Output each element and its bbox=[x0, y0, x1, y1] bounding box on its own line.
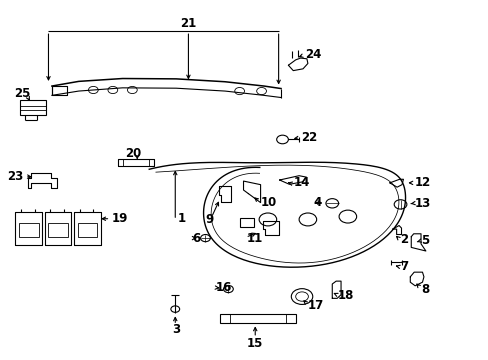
Bar bbox=[20, 100, 45, 116]
Text: 18: 18 bbox=[337, 289, 354, 302]
Text: 6: 6 bbox=[191, 232, 200, 245]
Text: 8: 8 bbox=[421, 283, 429, 296]
Text: 3: 3 bbox=[172, 323, 180, 336]
Bar bbox=[48, 223, 68, 237]
Text: 17: 17 bbox=[307, 299, 324, 312]
Text: 11: 11 bbox=[246, 232, 263, 245]
Text: 12: 12 bbox=[414, 176, 430, 189]
Text: 5: 5 bbox=[421, 234, 429, 247]
Text: 24: 24 bbox=[305, 48, 321, 61]
Text: 10: 10 bbox=[260, 196, 276, 209]
Text: 4: 4 bbox=[313, 196, 321, 209]
Bar bbox=[239, 218, 254, 226]
Text: 15: 15 bbox=[246, 337, 263, 350]
Text: 14: 14 bbox=[293, 176, 309, 189]
Text: 7: 7 bbox=[400, 260, 408, 273]
Text: 19: 19 bbox=[112, 212, 128, 225]
Bar bbox=[19, 223, 39, 237]
Text: 21: 21 bbox=[180, 17, 196, 30]
Text: 2: 2 bbox=[400, 233, 408, 246]
Text: 25: 25 bbox=[14, 87, 31, 100]
Text: 20: 20 bbox=[125, 147, 141, 160]
Text: 13: 13 bbox=[414, 197, 430, 210]
Text: 9: 9 bbox=[205, 213, 213, 226]
Bar bbox=[220, 314, 295, 323]
Text: 1: 1 bbox=[178, 212, 186, 225]
Bar bbox=[78, 223, 97, 237]
Text: 23: 23 bbox=[7, 170, 23, 183]
Text: 22: 22 bbox=[301, 131, 317, 144]
Text: 16: 16 bbox=[215, 281, 231, 294]
